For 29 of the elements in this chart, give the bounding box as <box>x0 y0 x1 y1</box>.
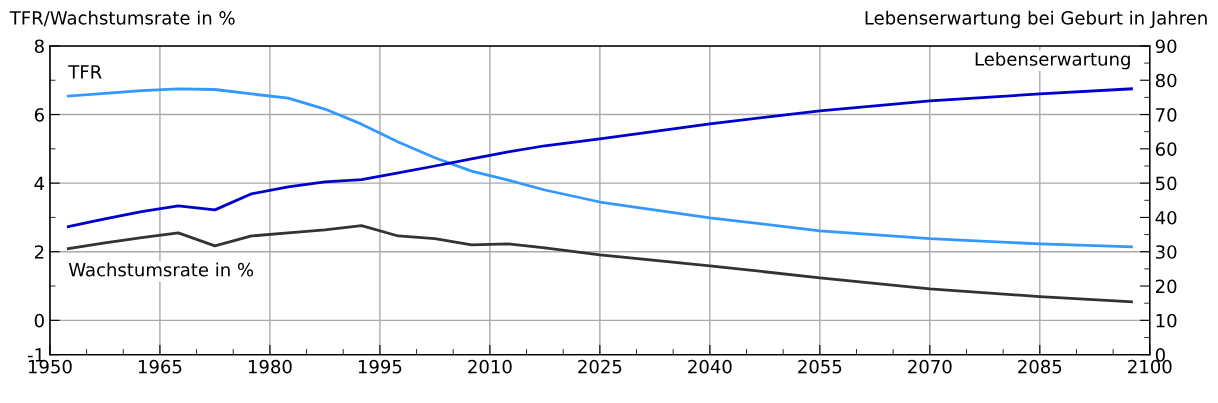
y2-tick-label: 30 <box>1156 245 1177 259</box>
y2-axis-title: Lebenserwartung bei Geburt in Jahren <box>865 10 1207 29</box>
series-label: Wachstumsrate in % <box>68 262 254 277</box>
y2-tick-label: 80 <box>1155 73 1177 88</box>
y2-tick-label: 60 <box>1155 142 1177 156</box>
y-tick-label: 8 <box>34 39 44 54</box>
series-label: Lebenserwartung <box>975 51 1130 70</box>
y2-tick-label: 10 <box>1156 313 1177 328</box>
y-tick-label: 4 <box>34 176 45 190</box>
x-tick-label: 1980 <box>248 359 292 374</box>
x-tick-label: 2070 <box>908 359 952 374</box>
y2-tick-label: 70 <box>1156 108 1177 122</box>
x-tick-label: 2055 <box>798 359 842 374</box>
y-axis-title: TFR/Wachstumsrate in % <box>9 10 235 27</box>
y-tick-label: 0 <box>34 313 44 328</box>
y-tick-label: 6 <box>34 108 44 122</box>
series-label: TFR <box>68 65 102 79</box>
x-tick-label: 2085 <box>1018 359 1062 374</box>
x-tick-label: 1965 <box>138 359 182 374</box>
x-tick-label: 2025 <box>578 359 622 374</box>
y2-tick-label: 50 <box>1156 176 1177 191</box>
y2-tick-label: 40 <box>1155 210 1177 225</box>
x-tick-label: 1995 <box>358 359 402 374</box>
line-series <box>66 224 1133 304</box>
y2-tick-label: 90 <box>1155 39 1177 54</box>
x-tick-label: 2010 <box>468 359 512 374</box>
y-tick-label: 2 <box>34 245 44 259</box>
x-tick-label: 2040 <box>688 359 732 374</box>
y2-tick-label: 20 <box>1155 279 1177 294</box>
